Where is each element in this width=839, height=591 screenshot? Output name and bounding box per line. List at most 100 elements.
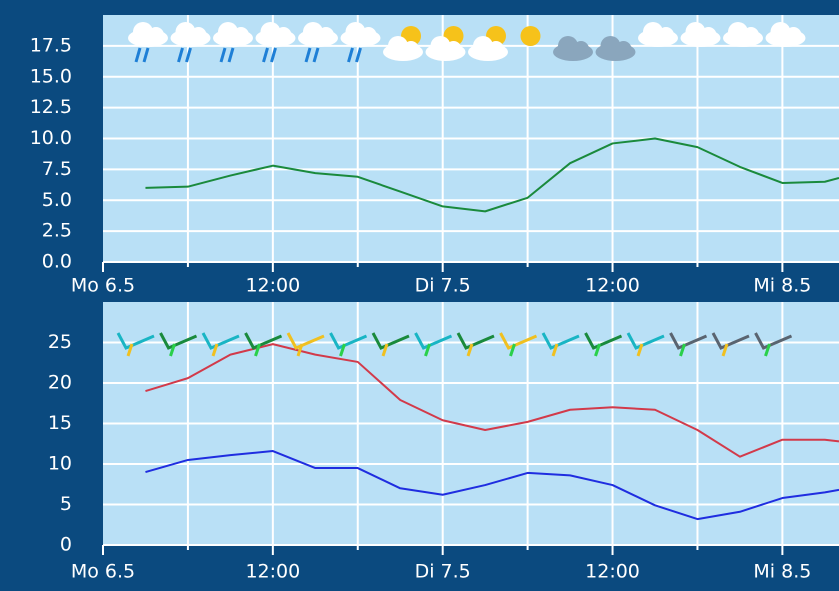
cloud — [190, 27, 207, 43]
cloud — [148, 27, 164, 43]
cloud — [728, 22, 748, 42]
rain — [304, 47, 320, 63]
wind-barb — [254, 343, 261, 357]
cloud — [658, 27, 674, 43]
x-tick-label: Mi 8.5 — [753, 275, 811, 297]
y-tick-label: 15.0 — [30, 65, 72, 87]
weather-icon — [383, 26, 423, 61]
rain — [262, 47, 277, 63]
wind-barb — [329, 332, 368, 350]
wind-barb — [339, 343, 346, 357]
wind-barb — [594, 343, 601, 357]
y-tick-label: 7.5 — [42, 158, 72, 180]
wind-barb — [584, 332, 623, 350]
x-tick-label: 12:00 — [245, 275, 300, 297]
x-tick-label: Mo 6.5 — [71, 275, 135, 297]
x-tick-label: 12:00 — [245, 561, 300, 583]
weather-icon — [468, 26, 508, 61]
wind-barb — [764, 343, 771, 357]
weather-icon — [765, 22, 806, 47]
weather-icon — [425, 26, 466, 61]
y-tick-label: 2.5 — [42, 220, 72, 242]
weather-icon — [255, 22, 296, 63]
wind-barb — [116, 332, 155, 350]
weather-icon — [723, 22, 763, 47]
x-tick-label: 12:00 — [585, 561, 640, 583]
cloud — [303, 22, 323, 42]
cloud — [700, 27, 717, 43]
cloud — [345, 22, 366, 42]
wind-barb — [456, 332, 495, 350]
x-tick-label: 12:00 — [585, 275, 640, 297]
wind-barb — [211, 343, 219, 357]
line-series — [145, 450, 839, 521]
cloud — [685, 22, 706, 42]
wind-barb — [169, 343, 176, 357]
y-tick-label: 5.0 — [42, 189, 72, 211]
weather-icon — [595, 36, 636, 61]
y-tick-label: 17.5 — [30, 34, 72, 56]
sun — [520, 26, 541, 46]
cloud — [175, 22, 196, 42]
y-tick-label: 5 — [60, 493, 72, 515]
wind-barb — [244, 332, 283, 350]
cloud — [318, 27, 334, 43]
y-tick-label: 12.5 — [30, 96, 72, 118]
cloud — [558, 36, 578, 56]
y-tick-label: 15 — [48, 412, 72, 434]
wind-barb — [499, 332, 538, 350]
x-tick-label: Mi 8.5 — [753, 561, 811, 583]
cloud — [430, 36, 451, 56]
wind-barb — [636, 343, 644, 357]
cloud — [260, 22, 281, 42]
weather-icon — [520, 26, 541, 46]
cloud — [275, 27, 292, 43]
y-tick-label: 10 — [48, 453, 72, 475]
line-series — [145, 343, 839, 458]
cloud — [643, 22, 663, 42]
weather-icon — [170, 22, 211, 63]
cloud — [615, 41, 632, 57]
wind-barb — [466, 343, 474, 357]
wind-barb — [626, 332, 665, 350]
x-tick-label: Mo 6.5 — [71, 561, 135, 583]
y-tick-label: 10.0 — [30, 127, 72, 149]
weather-icon — [128, 22, 168, 63]
weather-icon — [298, 22, 338, 63]
cloud — [573, 41, 589, 57]
rain — [347, 47, 362, 63]
wind-barb — [371, 332, 410, 350]
rain — [177, 47, 192, 63]
cloud — [360, 27, 377, 43]
x-tick-label: Di 7.5 — [415, 275, 471, 297]
cloud — [743, 27, 759, 43]
wind-barb — [296, 343, 304, 357]
y-tick-label: 20 — [48, 372, 72, 394]
wind-barb — [551, 343, 559, 357]
cloud — [770, 22, 791, 42]
wind-barb — [541, 332, 580, 350]
cloud — [600, 36, 621, 56]
cloud — [233, 27, 249, 43]
y-tick-label: 25 — [48, 331, 72, 353]
x-tick-label: Di 7.5 — [415, 561, 471, 583]
wind-barb — [509, 343, 516, 357]
weather-icon — [638, 22, 678, 47]
wind-barb — [201, 332, 240, 350]
weather-icon — [340, 22, 381, 63]
wind-barb — [721, 343, 729, 357]
cloud — [133, 22, 153, 42]
wind-barb — [754, 332, 793, 350]
line-series — [145, 137, 839, 213]
cloud — [403, 41, 419, 57]
wind-barb — [286, 332, 325, 350]
y-tick-label: 0 — [60, 534, 72, 556]
wind-barb — [126, 343, 134, 357]
cloud — [218, 22, 238, 42]
wind-barb — [424, 343, 431, 357]
wind-barb — [711, 332, 750, 350]
wind-barb — [669, 332, 708, 350]
cloud — [785, 27, 802, 43]
